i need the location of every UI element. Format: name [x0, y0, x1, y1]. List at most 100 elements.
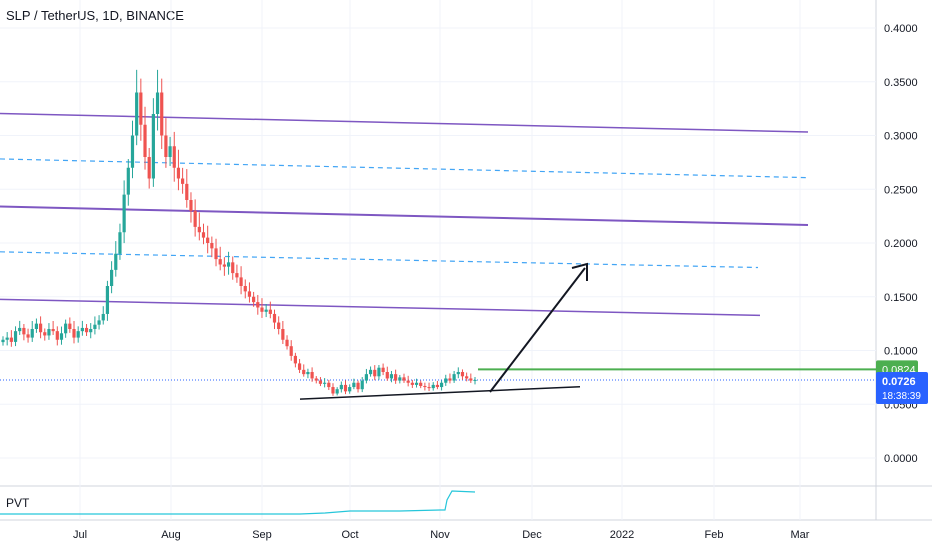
time-tick-label: Nov [430, 529, 450, 541]
candle-body [452, 374, 456, 381]
candle-body [460, 372, 465, 377]
candle-body [130, 135, 135, 168]
price-tick-label: 0.4000 [884, 23, 918, 35]
candle-body [281, 329, 285, 340]
candle-body [189, 200, 193, 211]
price-tick-label: 0.2000 [884, 238, 918, 250]
candle-body [51, 329, 55, 332]
candle-body [226, 262, 231, 267]
candle-body [323, 382, 327, 384]
candle-body [118, 232, 122, 254]
candle-body [444, 378, 448, 383]
pvt-line [0, 490, 476, 515]
price-axis-panel [876, 0, 932, 520]
candle-body [423, 385, 427, 388]
time-tick-label: Sep [252, 529, 272, 541]
drawing-overlays [0, 112, 876, 400]
candles [1, 69, 477, 396]
resistance-line [0, 205, 809, 226]
time-axis-ticks: Jul Aug Sep Oct Nov Dec 2022 Feb Mar [73, 529, 810, 541]
candle-body [201, 232, 206, 238]
projection-arrow [489, 267, 586, 393]
candle-body [59, 333, 64, 340]
candle-body [114, 253, 118, 270]
candle-body [410, 382, 414, 385]
candle-body [331, 387, 335, 394]
candle-body [64, 323, 68, 334]
candle-body [26, 334, 30, 338]
candle-body [193, 210, 197, 227]
candle-body [147, 157, 151, 179]
candle-body [89, 329, 93, 333]
candle-body [185, 183, 189, 200]
dashed-level-line [0, 158, 809, 179]
candle-body [456, 372, 460, 375]
candle-body [22, 327, 26, 335]
candle-body [368, 369, 373, 375]
time-tick-label: Dec [522, 529, 542, 541]
candle-body [419, 382, 423, 386]
candle-body [126, 167, 130, 195]
candle-body [105, 286, 110, 314]
candle-body [206, 237, 210, 243]
candle-body [343, 384, 348, 392]
candle-body [143, 124, 147, 157]
candle-body [272, 313, 277, 323]
price-tick-label: 0.2500 [884, 184, 918, 196]
candle-body [448, 378, 452, 381]
candle-body [302, 369, 306, 375]
pvt-series [0, 490, 476, 515]
candle-body [264, 309, 268, 312]
candle-body [55, 331, 59, 340]
candle-body [172, 146, 176, 168]
candle-body [339, 384, 343, 390]
candle-body [335, 389, 339, 394]
candle-body [5, 337, 9, 340]
candle-body [293, 355, 297, 364]
candle-body [435, 384, 440, 388]
candle-body [394, 374, 398, 381]
candle-body [439, 382, 444, 388]
candle-body [277, 322, 281, 329]
candle-body [285, 339, 289, 347]
candle-body [310, 372, 314, 379]
current-price-text: 0.0726 [882, 376, 916, 388]
time-tick-label: Aug [161, 529, 181, 541]
candle-body [164, 135, 168, 157]
countdown-text: 18:38:39 [882, 391, 921, 402]
price-tick-label: 0.3000 [884, 131, 918, 143]
candle-body [373, 369, 377, 377]
candle-body [9, 337, 13, 342]
price-axis-ticks: 0.4000 0.3500 0.3000 0.2500 0.2000 0.1500 0.10… [884, 23, 918, 465]
candle-body [235, 273, 239, 278]
candle-body [360, 380, 364, 390]
candle-body [181, 178, 185, 184]
candle-body [110, 269, 114, 286]
current-price-tag [876, 371, 928, 404]
candle-body [218, 259, 222, 265]
candle-body [239, 277, 243, 286]
candle-body [469, 378, 473, 381]
candle-body [247, 291, 252, 297]
candle-body [406, 380, 410, 383]
candle-body [252, 296, 256, 303]
candle-body [256, 302, 260, 308]
candle-body [327, 382, 331, 388]
candle-body [1, 339, 5, 343]
candle-body [260, 307, 264, 312]
candle-body [34, 323, 39, 329]
time-tick-label: Mar [791, 529, 810, 541]
support-trend-line [299, 385, 581, 400]
chart-title: SLP / TetherUS, 1D, BINANCE [6, 8, 184, 23]
pvt-indicator-label: PVT [6, 496, 30, 510]
candle-body [314, 378, 318, 381]
candle-body [306, 372, 310, 375]
projection-arrow-head [571, 262, 588, 281]
price-tick-label: 0.0000 [884, 453, 918, 465]
candle-body [38, 323, 43, 333]
candle-body [155, 92, 160, 114]
candle-body [222, 264, 226, 267]
